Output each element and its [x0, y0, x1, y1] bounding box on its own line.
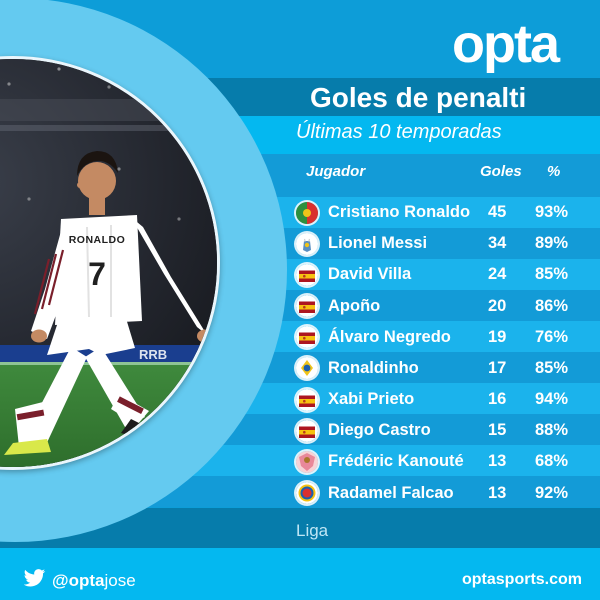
svg-text:7: 7 — [88, 256, 106, 292]
svg-text:RONALDO: RONALDO — [69, 234, 126, 246]
svg-text:RRB: RRB — [139, 347, 167, 362]
